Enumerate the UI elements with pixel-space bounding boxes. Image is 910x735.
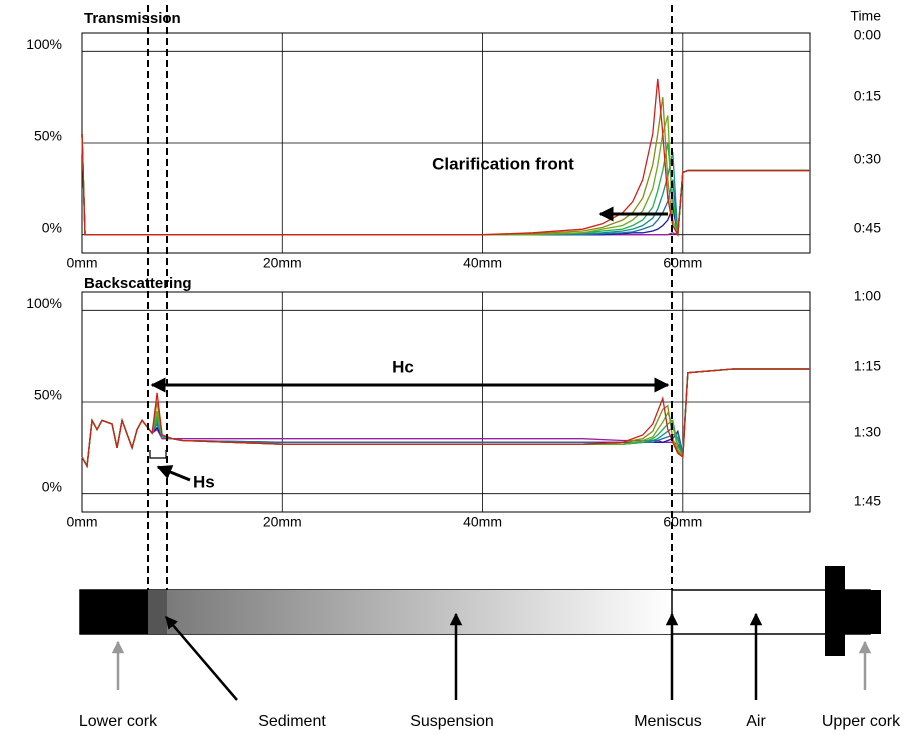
y-tick-label: 50% [34, 128, 62, 144]
legend-entry: 0:30 [854, 151, 881, 167]
diagram-label: Upper cork [822, 713, 901, 730]
tube [79, 566, 881, 701]
x-tick-label: 20mm [263, 255, 302, 271]
legend-entry: 1:00 [854, 288, 881, 304]
legend-entry: 0:15 [854, 88, 881, 104]
sediment-zone [148, 590, 167, 634]
annotation: Hc [392, 357, 414, 376]
annotation-arrow [156, 465, 191, 482]
y-tick-label: 0% [42, 478, 62, 494]
data-line [81, 133, 810, 236]
upper-cork [845, 590, 881, 634]
lower-cork [80, 590, 148, 634]
y-tick-label: 50% [34, 387, 62, 403]
y-tick-label: 0% [42, 219, 62, 235]
data-line [81, 115, 810, 236]
arrow [165, 616, 238, 701]
diagram-label: Lower cork [79, 713, 158, 730]
suspension-zone [167, 590, 672, 634]
annotation: Hs [193, 472, 215, 491]
chart-panel: Backscattering 0% 50% 100% 0mm 20mm 40mm 60mm [26, 275, 811, 530]
legend-entry: 0:00 [854, 27, 881, 43]
y-tick-label: 100% [26, 295, 62, 311]
diagram-label: Suspension [410, 713, 494, 730]
chart-title: Transmission [84, 10, 181, 27]
data-line [81, 133, 810, 236]
chart-title: Backscattering [84, 275, 192, 292]
upper-cork-cap [825, 566, 845, 656]
annotation-bracket [149, 450, 167, 459]
x-tick-label: 0mm [66, 514, 97, 530]
diagram-label: Meniscus [634, 713, 702, 730]
legend-entry: 1:15 [854, 358, 881, 374]
x-tick-label: 60mm [663, 255, 702, 271]
data-line [81, 78, 810, 237]
legend-entry: 0:45 [854, 220, 881, 236]
diagram-label: Air [746, 713, 766, 730]
diagram-label: Sediment [258, 713, 326, 730]
data-line [81, 368, 810, 469]
data-line [81, 133, 810, 236]
x-tick-label: 40mm [463, 514, 502, 530]
legend-entry: 1:30 [854, 424, 881, 440]
data-line [81, 133, 810, 236]
x-tick-label: 0mm [66, 255, 97, 271]
annotation: Clarification front [432, 154, 574, 173]
legend-entry: 1:45 [854, 493, 881, 509]
data-line [81, 133, 810, 236]
chart-panel: Transmission 0% 50% 100% 0mm 20mm 40mm 60mm [26, 10, 811, 271]
y-tick-label: 100% [26, 36, 62, 52]
legend-title: Time [850, 8, 881, 24]
plot-frame [81, 291, 811, 513]
x-tick-label: 40mm [463, 255, 502, 271]
x-tick-label: 20mm [263, 514, 302, 530]
x-tick-label: 60mm [663, 514, 702, 530]
